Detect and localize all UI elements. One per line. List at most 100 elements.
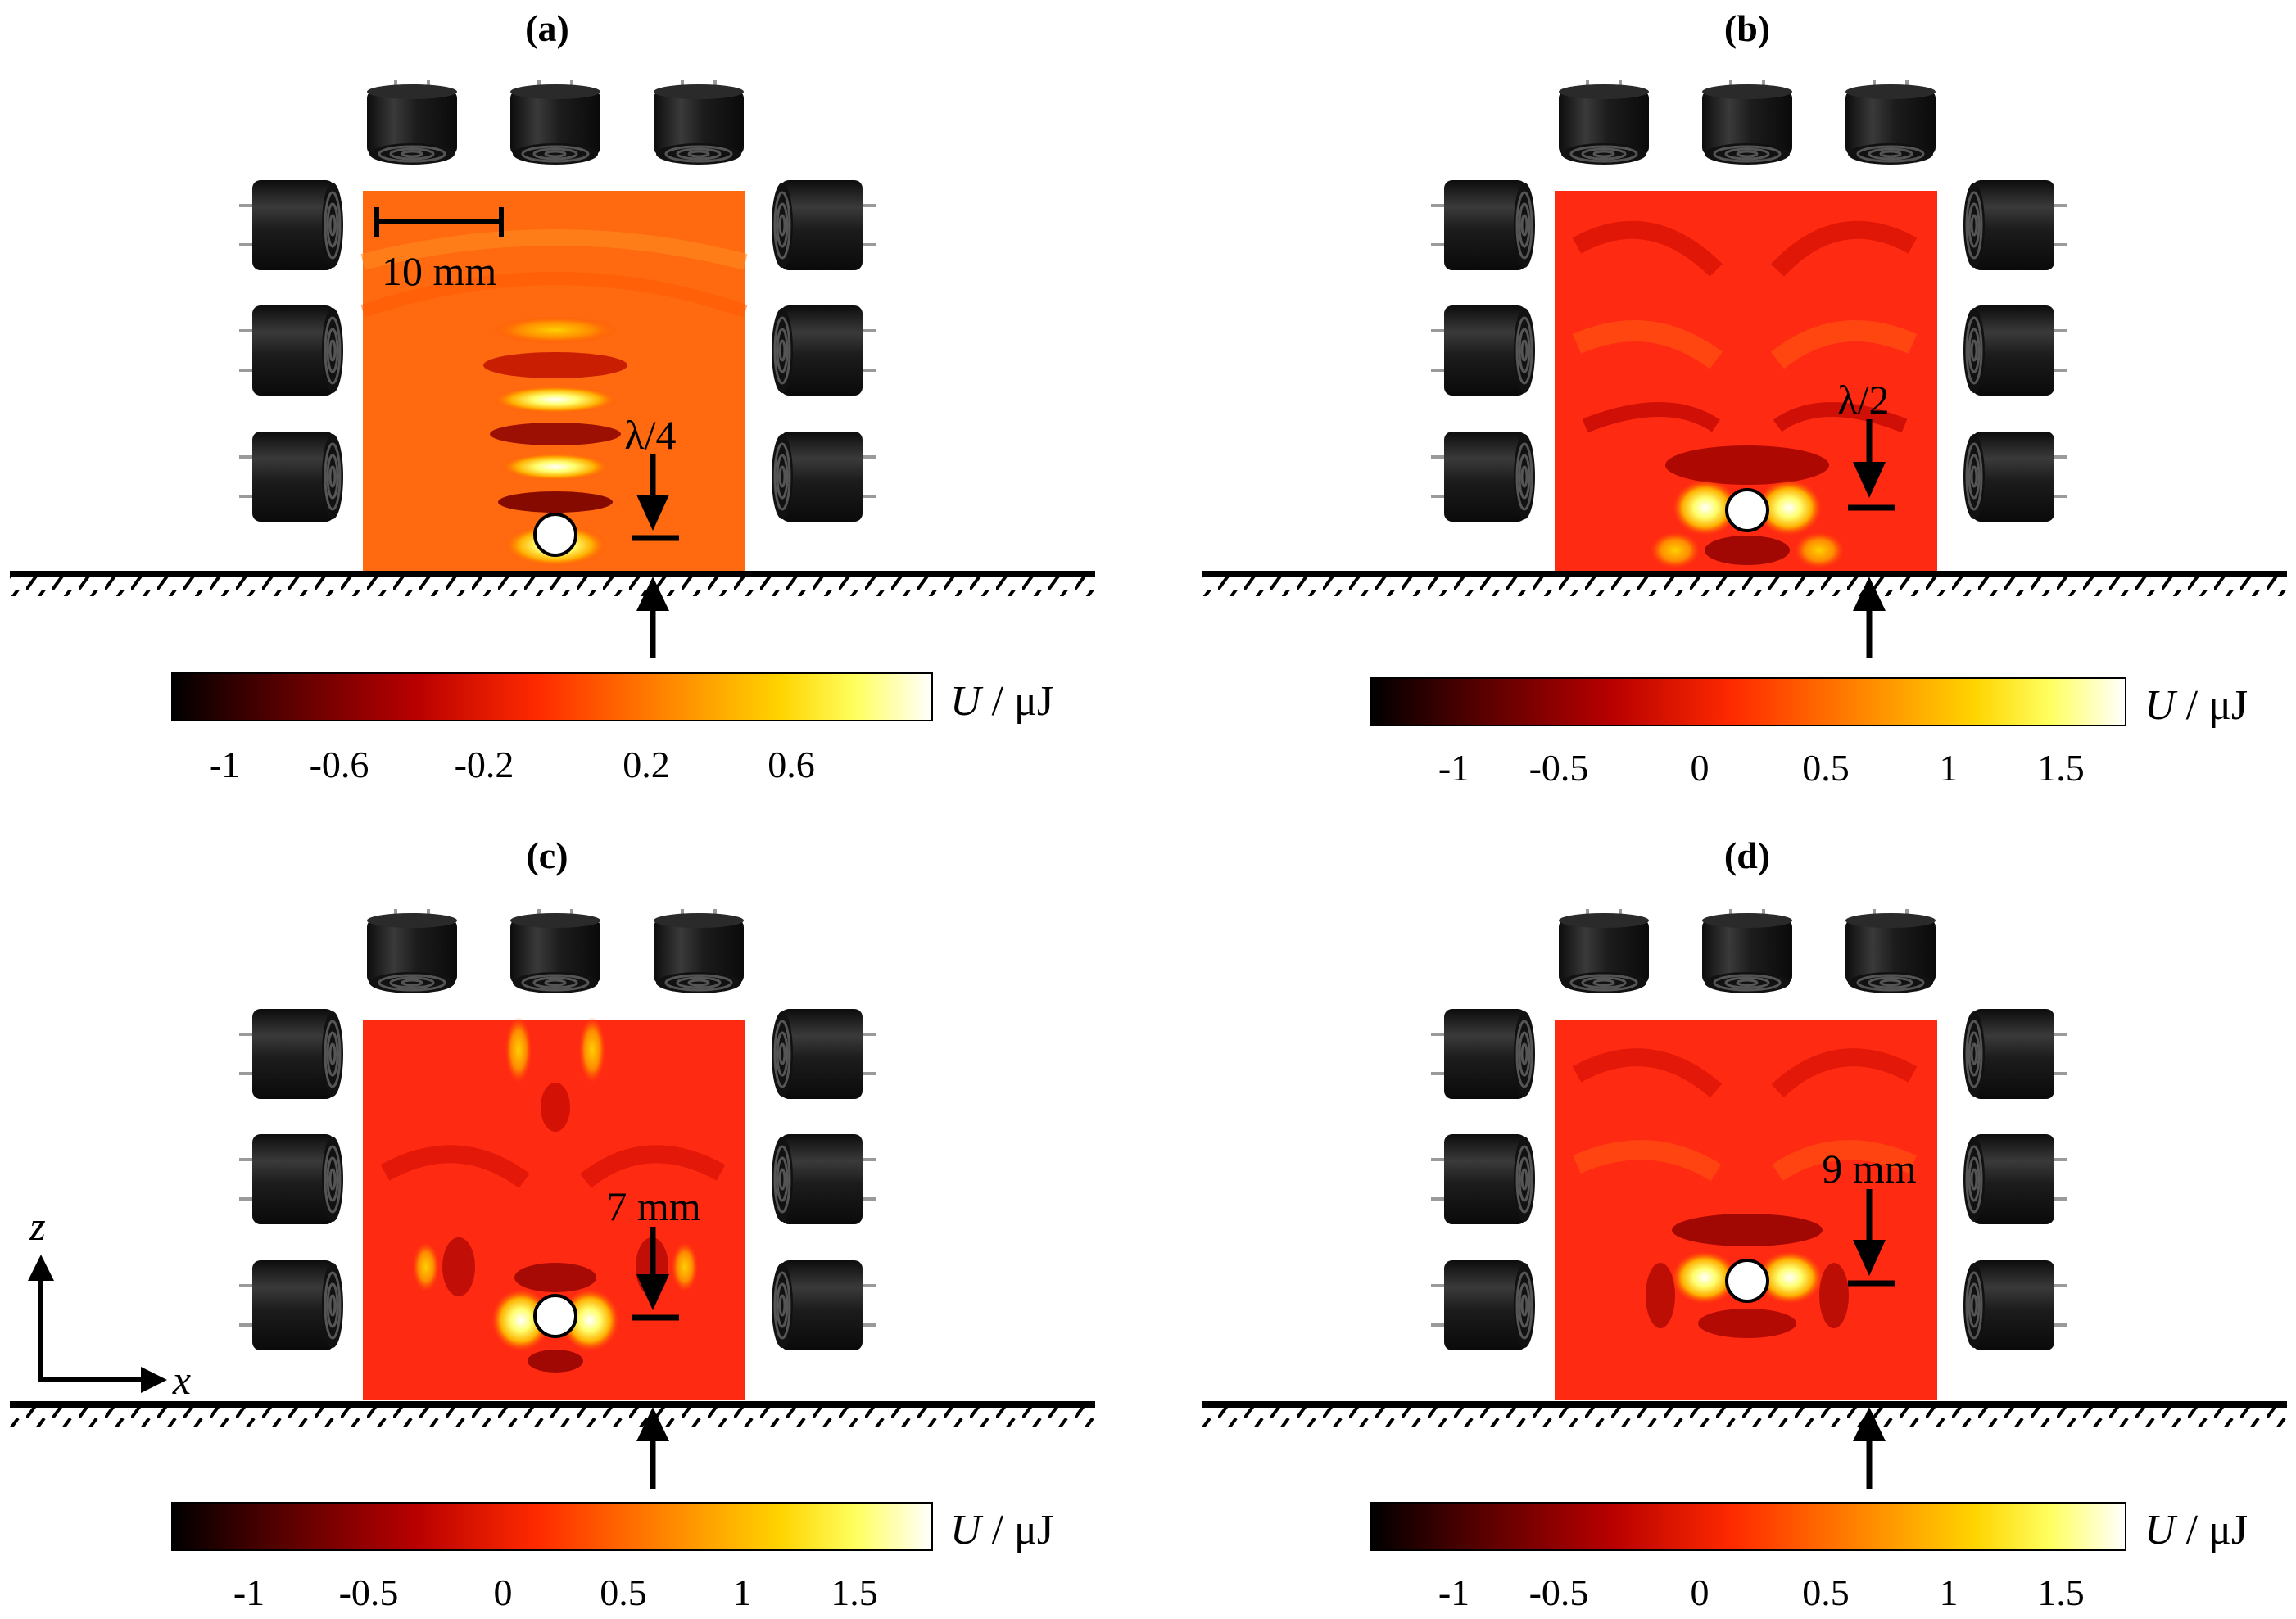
reflector-surface bbox=[1202, 571, 2287, 658]
transducer-icon bbox=[238, 1259, 345, 1352]
transducer-icon bbox=[238, 179, 345, 272]
colorbar-label: U / μJ bbox=[2144, 682, 2248, 729]
colorbar: U / μJ -1 -0.5 0 0.5 1 1.5 bbox=[1370, 677, 2248, 789]
tick-label: -1 bbox=[1438, 1572, 1470, 1613]
transducer-icon bbox=[1700, 79, 1794, 166]
transducer-icon bbox=[238, 304, 345, 397]
colorbar-ticks: -1 -0.5 0 0.5 1 1.5 bbox=[1438, 747, 2085, 789]
transducer-icon bbox=[652, 907, 745, 995]
panel-d: (d) 9 mm bbox=[1202, 834, 2287, 1613]
tick-label: 1.5 bbox=[2037, 1572, 2085, 1613]
transducer-icon bbox=[1429, 430, 1537, 523]
transducer-icon bbox=[1962, 1133, 2069, 1226]
tick-label: 0 bbox=[1691, 747, 1710, 789]
colorbar-ticks: -1 -0.6 -0.2 0.2 0.6 bbox=[209, 744, 815, 785]
tick-label: 0.5 bbox=[600, 1572, 647, 1613]
transducer-icon bbox=[1429, 304, 1537, 397]
tick-label: -0.2 bbox=[455, 744, 514, 785]
distance-marker: λ/2 bbox=[1837, 377, 1895, 511]
distance-marker: 7 mm bbox=[606, 1183, 701, 1321]
distance-label: 9 mm bbox=[1822, 1146, 1916, 1192]
panel-b: (b) λ bbox=[1202, 7, 2287, 789]
field-map bbox=[363, 1017, 745, 1400]
panel-c: (c) bbox=[10, 834, 1095, 1613]
transducer-icon bbox=[1962, 1007, 2069, 1101]
colorbar-ticks: -1 -0.5 0 0.5 1 1.5 bbox=[1438, 1572, 2085, 1613]
particle bbox=[1725, 1259, 1769, 1303]
reflector-surface bbox=[10, 1401, 1095, 1489]
transducer-icon bbox=[1429, 179, 1537, 272]
tick-label: 0.5 bbox=[1802, 747, 1850, 789]
reflector-surface bbox=[10, 571, 1095, 658]
transducer-icon bbox=[238, 1007, 345, 1101]
colorbar-label: U / μJ bbox=[950, 1507, 1053, 1553]
reflector-surface bbox=[1202, 1401, 2287, 1489]
field-map bbox=[1555, 1020, 1937, 1400]
tick-label: 1 bbox=[1940, 747, 1959, 789]
panel-label: (d) bbox=[1724, 834, 1770, 876]
tick-label: -0.5 bbox=[1529, 1572, 1589, 1613]
tick-label: -1 bbox=[209, 744, 240, 785]
transducer-icon bbox=[1962, 1259, 2069, 1352]
colorbar-ticks: -1 -0.5 0 0.5 1 1.5 bbox=[233, 1572, 878, 1613]
distance-marker: 9 mm bbox=[1822, 1146, 1917, 1287]
transducer-icon bbox=[509, 79, 602, 166]
transducer-icon bbox=[1962, 179, 2069, 272]
tick-label: 0.2 bbox=[623, 744, 670, 785]
transducer-icon bbox=[509, 907, 602, 995]
scale-bar: 10 mm bbox=[374, 207, 504, 294]
transducer-icon bbox=[1429, 1259, 1537, 1352]
tick-label: 0.6 bbox=[768, 744, 815, 785]
transducer-icon bbox=[1844, 79, 1937, 166]
transducer-icon bbox=[1844, 907, 1937, 995]
transducer-icon bbox=[1557, 79, 1651, 166]
transducer-icon bbox=[238, 430, 345, 523]
scale-bar-label: 10 mm bbox=[382, 248, 496, 294]
transducer-icon bbox=[365, 79, 459, 166]
panel-label: (a) bbox=[525, 7, 569, 49]
tick-label: 1 bbox=[1940, 1572, 1959, 1613]
transducer-icon bbox=[1962, 304, 2069, 397]
panel-label: (c) bbox=[526, 834, 568, 876]
particle bbox=[533, 513, 577, 557]
x-axis-label: x bbox=[172, 1357, 191, 1403]
transducer-icon bbox=[1557, 907, 1651, 995]
tick-label: -1 bbox=[233, 1572, 265, 1613]
z-axis-label: z bbox=[29, 1203, 45, 1249]
panel-a: (a) 1 bbox=[10, 7, 1095, 785]
transducer-icon bbox=[770, 1007, 877, 1101]
colorbar-label: U / μJ bbox=[2144, 1507, 2248, 1553]
tick-label: -0.5 bbox=[1529, 747, 1589, 789]
transducer-icon bbox=[1429, 1007, 1537, 1101]
transducer-icon bbox=[770, 1259, 877, 1352]
tick-label: 1.5 bbox=[2037, 747, 2085, 789]
tick-label: 1 bbox=[733, 1572, 752, 1613]
transducer-icon bbox=[1700, 907, 1794, 995]
colorbar-label: U / μJ bbox=[950, 678, 1053, 725]
distance-label: λ/4 bbox=[624, 412, 676, 458]
tick-label: -0.6 bbox=[310, 744, 369, 785]
distance-label: 7 mm bbox=[606, 1183, 700, 1229]
transducer-icon bbox=[1429, 1133, 1537, 1226]
tick-label: -1 bbox=[1438, 747, 1470, 789]
distance-label: λ/2 bbox=[1837, 377, 1889, 423]
particle bbox=[1725, 488, 1769, 532]
colorbar: U / μJ -1 -0.6 -0.2 0.2 0.6 bbox=[171, 672, 1053, 785]
transducer-icon bbox=[770, 304, 877, 397]
colorbar: U / μJ -1 -0.5 0 0.5 1 1.5 bbox=[1370, 1502, 2248, 1613]
transducer-icon bbox=[770, 1133, 877, 1226]
tick-label: 0 bbox=[1691, 1572, 1710, 1613]
transducer-icon bbox=[365, 907, 459, 995]
particle bbox=[533, 1294, 577, 1338]
transducer-icon bbox=[652, 79, 745, 166]
field-map bbox=[360, 191, 748, 572]
transducer-icon bbox=[770, 179, 877, 272]
tick-label: 0 bbox=[494, 1572, 513, 1613]
axes-indicator: z x bbox=[28, 1203, 191, 1403]
tick-label: 1.5 bbox=[831, 1572, 878, 1613]
panel-label: (b) bbox=[1724, 7, 1770, 49]
transducer-icon bbox=[238, 1133, 345, 1226]
tick-label: 0.5 bbox=[1802, 1572, 1850, 1613]
transducer-icon bbox=[1962, 430, 2069, 523]
tick-label: -0.5 bbox=[339, 1572, 399, 1613]
